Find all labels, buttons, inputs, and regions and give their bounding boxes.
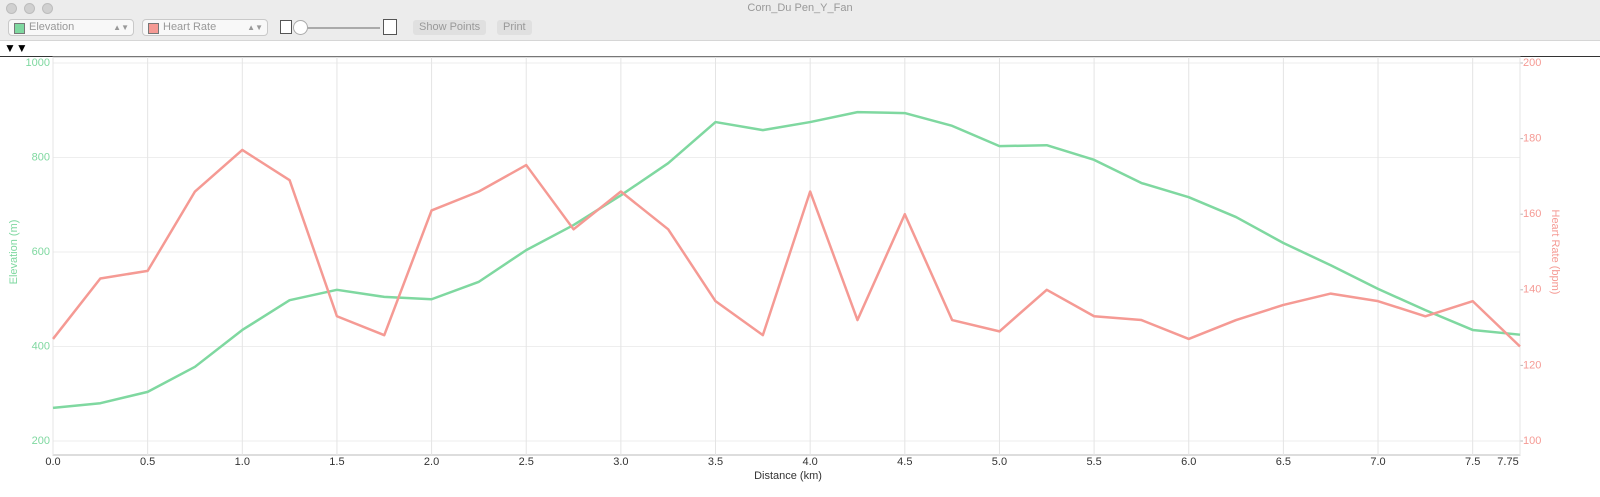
data-line: [52, 148, 1521, 348]
y2-tick-label: 180: [1523, 133, 1541, 145]
x-tick-label: 4.5: [897, 456, 912, 468]
y-axis-title: Elevation (m): [8, 220, 20, 285]
x-tick-label: 3.0: [613, 456, 628, 468]
y2-tick-label: 200: [1523, 57, 1541, 69]
zoom-button[interactable]: [42, 3, 53, 14]
marker[interactable]: ▼: [4, 41, 16, 55]
minimize-button[interactable]: [24, 3, 35, 14]
slider-knob[interactable]: [293, 20, 308, 35]
print-button[interactable]: Print: [497, 20, 532, 35]
select-label: Heart Rate: [163, 21, 217, 33]
zoom-in-icon[interactable]: [383, 19, 397, 35]
plot-frame: [52, 56, 1521, 456]
y-tick-label: 800: [32, 151, 50, 163]
window-title: Corn_Du Pen_Y_Fan: [747, 2, 853, 14]
show-points-button[interactable]: Show Points: [413, 20, 487, 35]
x-tick-label: 6.5: [1276, 456, 1291, 468]
x-tick-label: 2.5: [519, 456, 534, 468]
x-tick-label: 0.0: [45, 456, 60, 468]
y2-tick-label: 120: [1523, 359, 1541, 371]
x-tick-label: 0.5: [140, 456, 155, 468]
y-tick-label: 400: [32, 340, 50, 352]
x-axis-title: Distance (km): [754, 470, 822, 482]
y-tick-label: 200: [32, 435, 50, 447]
x-tick-label: 1.5: [329, 456, 344, 468]
slider-track[interactable]: [300, 27, 380, 29]
y2-axis-title: Heart Rate (bpm): [1549, 210, 1561, 295]
x-tick-label: 4.0: [803, 456, 818, 468]
y-tick-label: 1000: [26, 57, 50, 69]
toolbar: Elevation ▲▼ Heart Rate ▲▼ Show Points Pri…: [0, 17, 1600, 41]
x-tick-label: 2.0: [424, 456, 439, 468]
left-select[interactable]: Elevation ▲▼: [8, 19, 134, 36]
y2-tick-label: 100: [1523, 435, 1541, 447]
marker[interactable]: ▼: [15, 41, 28, 55]
x-tick-label: 1.0: [235, 456, 250, 468]
data-line: [52, 110, 1521, 410]
x-tick-label: 5.0: [992, 456, 1007, 468]
y-tick-label: 600: [32, 246, 50, 258]
y2-tick-label: 160: [1523, 208, 1541, 220]
y2-tick-label: 140: [1523, 284, 1541, 296]
x-tick-label: 5.5: [1086, 456, 1101, 468]
select-label: Elevation: [29, 21, 75, 33]
x-tick-label: 7.75: [1497, 456, 1518, 468]
right-select[interactable]: Heart Rate ▲▼: [142, 19, 268, 36]
title-bar: Corn_Du Pen_Y_Fan: [0, 0, 1600, 17]
x-tick-label: 3.5: [708, 456, 723, 468]
x-tick-label: 7.0: [1370, 456, 1385, 468]
x-tick-label: 6.0: [1181, 456, 1196, 468]
close-button[interactable]: [6, 3, 17, 14]
x-tick-label: 7.5: [1465, 456, 1480, 468]
zoom-out-icon[interactable]: [280, 20, 292, 34]
